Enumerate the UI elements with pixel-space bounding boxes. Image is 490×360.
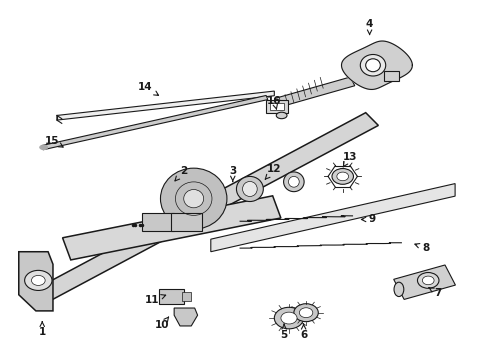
Text: 12: 12 <box>265 164 282 179</box>
Ellipse shape <box>360 54 386 76</box>
FancyBboxPatch shape <box>171 213 202 231</box>
FancyBboxPatch shape <box>143 213 174 231</box>
Text: 5: 5 <box>280 324 288 340</box>
Polygon shape <box>174 308 197 326</box>
Ellipse shape <box>276 112 287 119</box>
Circle shape <box>337 172 348 181</box>
Text: 15: 15 <box>45 136 63 147</box>
Ellipse shape <box>394 282 404 297</box>
Circle shape <box>281 312 297 324</box>
Circle shape <box>299 308 313 318</box>
Text: 14: 14 <box>138 82 159 95</box>
Circle shape <box>274 307 304 329</box>
Circle shape <box>422 276 434 285</box>
Polygon shape <box>393 265 455 300</box>
Circle shape <box>24 270 52 291</box>
Polygon shape <box>19 252 53 311</box>
Polygon shape <box>342 41 413 89</box>
Text: 1: 1 <box>39 321 46 337</box>
Circle shape <box>31 275 45 285</box>
Text: 9: 9 <box>362 215 376 224</box>
Polygon shape <box>274 77 355 107</box>
Ellipse shape <box>289 176 299 187</box>
FancyBboxPatch shape <box>270 103 284 110</box>
FancyBboxPatch shape <box>159 289 184 305</box>
Ellipse shape <box>160 168 227 229</box>
FancyBboxPatch shape <box>384 71 399 81</box>
Polygon shape <box>33 113 378 303</box>
Ellipse shape <box>284 172 304 192</box>
Circle shape <box>294 304 318 321</box>
Text: 16: 16 <box>267 96 282 109</box>
FancyBboxPatch shape <box>266 100 288 113</box>
Circle shape <box>332 168 353 184</box>
Ellipse shape <box>243 181 257 197</box>
Text: 8: 8 <box>415 243 429 253</box>
Ellipse shape <box>237 176 263 202</box>
Text: 10: 10 <box>155 317 169 330</box>
Polygon shape <box>63 196 281 260</box>
Ellipse shape <box>366 59 380 72</box>
Polygon shape <box>211 184 455 252</box>
Text: 4: 4 <box>366 19 373 35</box>
Polygon shape <box>57 91 274 120</box>
Ellipse shape <box>184 189 204 208</box>
Text: 2: 2 <box>175 166 188 181</box>
Polygon shape <box>41 95 268 150</box>
Text: 7: 7 <box>429 288 441 298</box>
FancyBboxPatch shape <box>182 292 191 301</box>
Ellipse shape <box>40 145 48 149</box>
Text: 3: 3 <box>229 166 236 181</box>
Text: 13: 13 <box>343 152 357 167</box>
Text: 11: 11 <box>145 294 166 305</box>
Circle shape <box>417 273 439 288</box>
Text: 6: 6 <box>300 324 307 340</box>
